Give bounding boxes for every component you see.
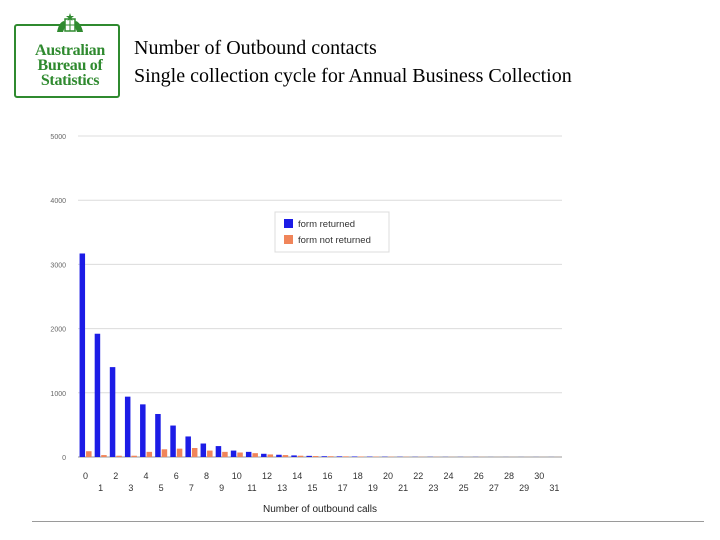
logo-wordmark: Australian Bureau of Statistics xyxy=(24,42,116,89)
x-tick-label: 17 xyxy=(338,483,348,493)
x-tick-label: 5 xyxy=(159,483,164,493)
x-tick-label: 20 xyxy=(383,471,393,481)
coat-of-arms-icon xyxy=(57,13,83,32)
logo-line-1: Australian xyxy=(35,42,105,59)
y-tick-label: 2000 xyxy=(50,327,66,334)
x-tick-label: 27 xyxy=(489,483,499,493)
x-tick-label: 19 xyxy=(368,483,378,493)
bar-form-returned xyxy=(291,455,297,457)
bar-form-not-returned xyxy=(86,451,92,457)
bar-form-returned xyxy=(124,396,131,457)
y-tick-label: 0 xyxy=(62,455,66,462)
legend-swatch-form-not-returned xyxy=(284,235,293,244)
bar-form-not-returned xyxy=(161,449,168,457)
slide-title-line-1: Number of Outbound contacts xyxy=(134,37,377,59)
x-tick-label: 28 xyxy=(504,471,514,481)
bar-form-returned xyxy=(261,453,267,457)
x-tick-label: 13 xyxy=(277,483,287,493)
bar-form-not-returned xyxy=(267,454,274,457)
x-tick-label: 16 xyxy=(323,471,333,481)
x-axis-title: Number of outbound calls xyxy=(263,504,377,515)
bar-form-returned xyxy=(200,443,207,457)
x-tick-label: 9 xyxy=(219,483,224,493)
bar-form-not-returned xyxy=(328,456,334,457)
x-tick-label: 22 xyxy=(413,471,423,481)
logo-line-2: Bureau of xyxy=(37,57,103,74)
x-tick-label: 14 xyxy=(292,471,302,481)
bar-form-returned xyxy=(185,436,191,457)
bar-form-not-returned xyxy=(176,448,183,457)
bar-form-not-returned xyxy=(282,455,289,457)
x-tick-label: 18 xyxy=(353,471,363,481)
x-tick-label: 4 xyxy=(144,471,149,481)
bar-form-returned xyxy=(230,450,237,457)
x-tick-label: 1 xyxy=(98,483,103,493)
bar-form-returned xyxy=(140,404,146,457)
bar-form-not-returned xyxy=(252,453,258,457)
bar-form-not-returned xyxy=(297,455,304,457)
bar-form-returned xyxy=(215,446,222,457)
bar-form-not-returned xyxy=(101,455,107,457)
bar-form-returned xyxy=(306,455,312,457)
legend-box xyxy=(274,211,390,253)
bar-form-not-returned xyxy=(207,450,213,457)
legend-label: form returned xyxy=(298,219,355,230)
x-tick-label: 3 xyxy=(128,483,133,493)
x-tick-label: 21 xyxy=(398,483,408,493)
x-tick-label: 11 xyxy=(247,483,256,493)
x-tick-label: 12 xyxy=(262,471,272,481)
bar-form-returned xyxy=(276,454,282,457)
x-tick-label: 10 xyxy=(232,471,242,481)
x-tick-label: 25 xyxy=(459,483,469,493)
x-tick-label: 0 xyxy=(83,471,88,481)
bar-form-returned xyxy=(321,456,328,457)
x-tick-label: 26 xyxy=(474,471,484,481)
bar-form-returned xyxy=(245,451,252,457)
bar-form-not-returned xyxy=(131,455,137,457)
bar-form-returned xyxy=(94,333,101,457)
y-tick-label: 5000 xyxy=(50,134,66,141)
bar-form-not-returned xyxy=(146,451,153,457)
x-tick-label: 24 xyxy=(444,471,454,481)
bar-form-returned xyxy=(109,367,116,457)
x-tick-label: 8 xyxy=(204,471,209,481)
legend-label: form not returned xyxy=(298,235,371,246)
x-tick-label: 2 xyxy=(113,471,118,481)
bar-form-not-returned xyxy=(116,455,122,457)
x-tick-label: 15 xyxy=(307,483,317,493)
x-tick-label: 31 xyxy=(549,483,559,493)
bar-form-returned xyxy=(155,413,161,457)
x-tick-label: 29 xyxy=(519,483,529,493)
y-tick-label: 3000 xyxy=(50,262,66,269)
slide-title: Number of Outbound contacts Single colle… xyxy=(134,34,572,90)
logo-line-3: Statistics xyxy=(40,72,100,89)
bar-form-returned xyxy=(351,456,358,457)
x-tick-label: 6 xyxy=(174,471,179,481)
abs-logo: Australian Bureau of Statistics xyxy=(14,13,120,98)
x-tick-label: 23 xyxy=(428,483,438,493)
bar-form-not-returned xyxy=(191,448,198,457)
bar-form-not-returned xyxy=(222,451,228,457)
bar-form-not-returned xyxy=(237,452,243,457)
bar-form-not-returned xyxy=(358,456,364,457)
bar-form-not-returned xyxy=(343,456,349,457)
footer-divider xyxy=(32,521,704,522)
bar-form-not-returned xyxy=(312,456,319,457)
legend-swatch-form-returned xyxy=(284,219,293,228)
slide-title-line-2: Single collection cycle for Annual Busin… xyxy=(134,65,572,87)
x-tick-label: 7 xyxy=(189,483,194,493)
y-tick-label: 4000 xyxy=(50,198,66,205)
bar-form-returned xyxy=(170,425,176,457)
x-tick-label: 30 xyxy=(534,471,544,481)
y-tick-label: 1000 xyxy=(50,391,66,398)
bar-form-returned xyxy=(336,456,343,457)
bar-form-returned xyxy=(79,253,86,457)
